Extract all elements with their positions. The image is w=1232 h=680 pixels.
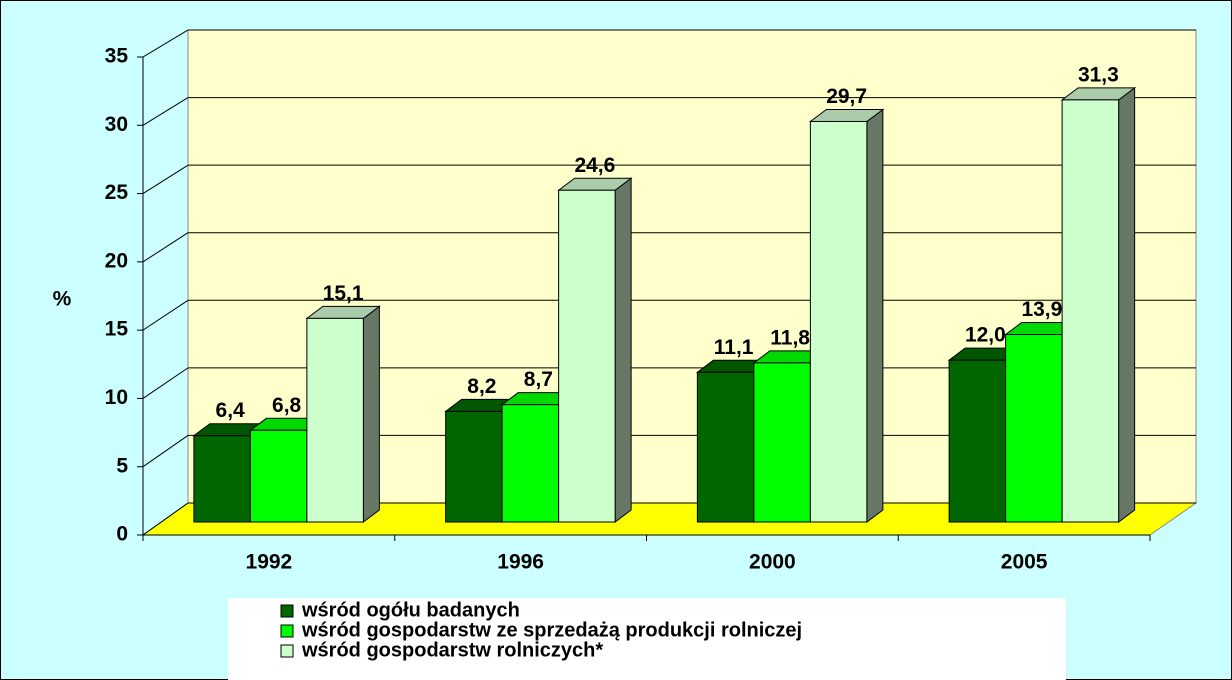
bar: [1061, 99, 1120, 523]
grid-line: [142, 299, 189, 331]
data-label: 29,7: [826, 85, 867, 108]
y-tick-label: 15: [105, 318, 129, 341]
legend-label: wśród gospodarstw rolniczych*: [301, 639, 603, 661]
data-label: 31,3: [1078, 63, 1119, 86]
data-label: 11,1: [714, 336, 754, 359]
data-label: 11,8: [770, 326, 810, 349]
y-axis-label: %: [53, 288, 72, 311]
legend: [228, 598, 1066, 680]
x-tick-label: 1996: [497, 551, 544, 574]
y-tick-label: 30: [105, 113, 128, 136]
side-wall: [142, 29, 189, 536]
bar: [948, 359, 1007, 523]
bars: 6,4 6,8 15,1 8,2 8,7 24,6 11,1 11,8 29,7 12,0 13,9…: [192, 63, 1137, 523]
bar: [809, 120, 868, 523]
data-label: 13,9: [1021, 298, 1062, 321]
data-label: 24,6: [574, 154, 615, 177]
grid-line: [142, 164, 189, 194]
bar-side: [614, 177, 632, 523]
data-label: 15,1: [323, 282, 364, 305]
bar-side: [866, 108, 884, 523]
bar: [501, 404, 560, 523]
y-tick-label: 35: [105, 45, 129, 68]
bar: [249, 429, 308, 523]
data-label: 6,8: [272, 394, 302, 417]
bar: [1005, 334, 1063, 523]
bar-side: [1118, 86, 1136, 523]
x-tick-label: 1992: [246, 551, 293, 574]
data-label: 8,7: [524, 368, 553, 391]
bar: [753, 362, 811, 523]
grid-line: [142, 232, 189, 263]
data-label: 8,2: [467, 375, 496, 398]
x-tick-label: 2005: [1001, 551, 1048, 574]
legend-swatch: [280, 604, 294, 618]
grid-line: [142, 435, 189, 468]
bar-side: [362, 305, 380, 523]
y-tick-label: 0: [116, 523, 128, 546]
data-label: 12,0: [965, 324, 1006, 347]
y-tick-label: 25: [105, 181, 129, 204]
grid-line: [142, 29, 189, 58]
bar: [558, 189, 616, 523]
legend-label: wśród gospodarstw ze sprzedażą produkcji…: [301, 619, 802, 641]
bar: [696, 371, 755, 523]
grid-line: [142, 97, 189, 126]
bar: [306, 317, 364, 523]
legend-label: wśród ogółu badanych: [301, 599, 520, 621]
y-tick-label: 20: [105, 249, 128, 272]
data-label: 6,4: [216, 399, 246, 422]
legend-swatch: [280, 624, 294, 638]
grid-line: [142, 502, 189, 536]
bar: [193, 435, 251, 523]
x-tick-label: 2000: [749, 551, 796, 574]
y-tick-label: 10: [105, 386, 128, 409]
bar: [445, 410, 503, 523]
legend-swatch: [280, 644, 294, 658]
y-tick-label: 5: [116, 454, 128, 477]
grid-line: [142, 367, 189, 399]
